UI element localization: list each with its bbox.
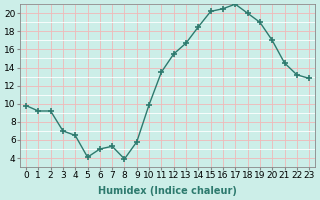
X-axis label: Humidex (Indice chaleur): Humidex (Indice chaleur)	[98, 186, 237, 196]
